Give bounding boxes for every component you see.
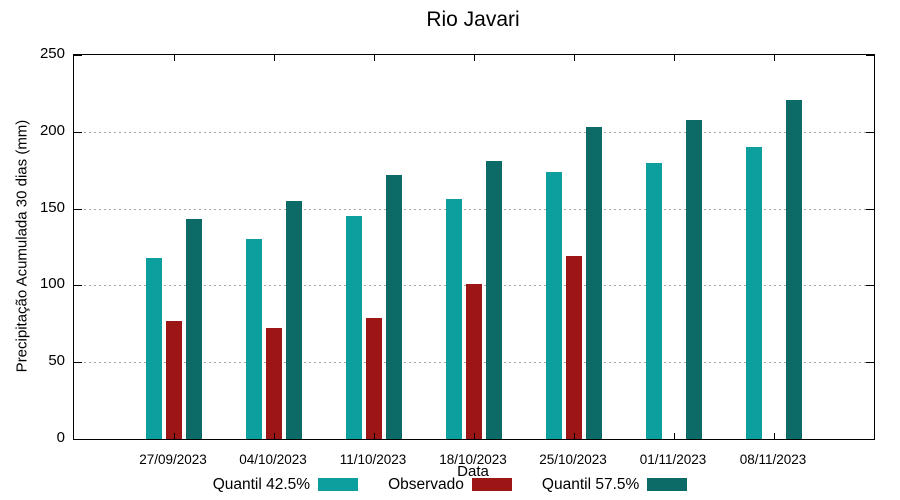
x-tick-mark — [574, 433, 575, 439]
y-tick-mark — [74, 362, 82, 364]
y-tick-mark — [74, 285, 82, 287]
x-tick-label: 04/10/2023 — [239, 452, 307, 467]
bar — [366, 317, 382, 439]
bar — [266, 328, 282, 439]
x-tick-mark — [474, 55, 475, 61]
x-tick-label: 11/10/2023 — [339, 452, 407, 467]
y-tick-mark — [866, 362, 874, 364]
y-tick-mark — [866, 439, 874, 440]
x-tick-mark — [574, 55, 575, 61]
x-tick-mark — [674, 433, 675, 439]
bar — [466, 283, 482, 439]
bar — [486, 160, 502, 439]
y-tick-label: 200 — [39, 121, 65, 139]
x-tick-mark — [474, 433, 475, 439]
x-tick-label: 18/10/2023 — [439, 452, 507, 467]
legend: Quantil 42.5% Observado Quantil 57.5% — [0, 476, 900, 493]
x-tick-mark — [174, 55, 175, 61]
bar — [646, 162, 662, 439]
y-tick-label: 100 — [39, 275, 65, 293]
y-tick-mark — [74, 55, 82, 56]
bar — [686, 119, 702, 439]
x-tick-mark — [374, 55, 375, 61]
legend-swatch — [318, 478, 359, 491]
legend-label: Quantil 42.5% — [212, 476, 311, 493]
y-axis-label: Precipitação Acumulada 30 dias (mm) — [13, 119, 31, 373]
bar — [566, 256, 582, 439]
bar — [286, 200, 302, 439]
y-tick-mark — [74, 208, 82, 210]
bar — [346, 216, 362, 439]
y-tick-label: 50 — [48, 352, 65, 370]
legend-item: Quantil 57.5% — [541, 476, 688, 493]
bar — [546, 171, 562, 439]
x-axis-label: Data — [457, 463, 489, 480]
bar — [166, 320, 182, 439]
legend-swatch — [647, 478, 688, 491]
legend-label: Quantil 57.5% — [541, 476, 640, 493]
legend-swatch — [471, 478, 512, 491]
plot-area — [73, 54, 875, 440]
legend-item: Observado — [388, 476, 512, 493]
legend-label: Observado — [388, 476, 464, 493]
chart-title: Rio Javari — [426, 8, 520, 31]
bar — [246, 239, 262, 439]
bar — [146, 257, 162, 439]
x-tick-mark — [774, 433, 775, 439]
x-tick-mark — [274, 433, 275, 439]
bar — [446, 199, 462, 439]
bar — [586, 127, 602, 439]
x-tick-label: 27/09/2023 — [139, 452, 207, 467]
y-tick-mark — [866, 55, 874, 56]
gridline — [74, 131, 874, 133]
x-tick-mark — [674, 55, 675, 61]
x-tick-mark — [774, 55, 775, 61]
bar — [746, 147, 762, 439]
y-tick-mark — [866, 131, 874, 133]
bar — [786, 99, 802, 439]
y-tick-label: 150 — [39, 198, 65, 216]
y-tick-label: 0 — [56, 429, 65, 446]
x-tick-label: 01/11/2023 — [639, 452, 707, 467]
y-tick-mark — [866, 208, 874, 210]
gridline — [74, 208, 874, 210]
y-tick-mark — [74, 439, 82, 440]
bar — [186, 219, 202, 439]
x-tick-label: 25/10/2023 — [539, 452, 607, 467]
legend-item: Quantil 42.5% — [212, 476, 359, 493]
y-tick-mark — [866, 285, 874, 287]
x-tick-mark — [374, 433, 375, 439]
bar — [386, 174, 402, 439]
y-tick-label: 250 — [39, 45, 65, 62]
x-tick-label: 08/11/2023 — [739, 452, 807, 467]
y-tick-mark — [74, 131, 82, 133]
x-tick-mark — [274, 55, 275, 61]
x-tick-mark — [174, 433, 175, 439]
